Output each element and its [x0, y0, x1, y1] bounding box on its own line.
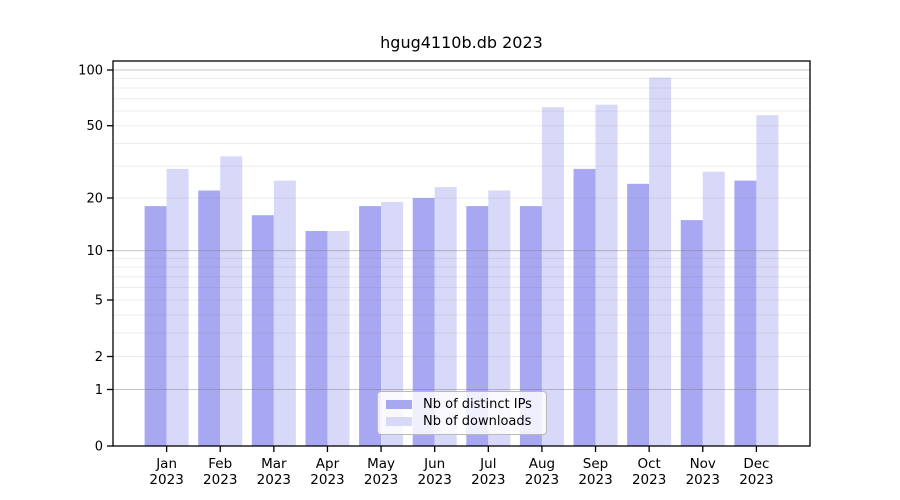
bars — [144, 77, 779, 447]
legend-item-distinct-ips: Nb of distinct IPs — [386, 398, 546, 411]
x-tick-label-month: Feb — [208, 456, 232, 472]
x-tick-label-month: Dec — [743, 456, 769, 472]
x-tick-label-year: 2023 — [471, 472, 505, 488]
bar — [220, 156, 243, 447]
legend-swatch-distinct-ips — [386, 400, 412, 409]
x-tick-label-month: Jan — [155, 456, 177, 472]
legend-label-distinct-ips: Nb of distinct IPs — [423, 397, 532, 412]
y-axis: 0 1 2 5 10 20 50 100 — [78, 64, 113, 455]
y-tick-label: 2 — [95, 350, 103, 365]
bar — [466, 206, 489, 446]
x-tick-label-month: May — [367, 456, 395, 472]
bar — [488, 190, 511, 446]
x-tick-label-year: 2023 — [310, 472, 344, 488]
x-tick-label-month: Sep — [583, 456, 608, 472]
bar — [144, 206, 167, 446]
bar — [251, 215, 274, 446]
y-tick-label: 1 — [95, 383, 103, 398]
bar — [595, 104, 618, 446]
x-tick-label-year: 2023 — [203, 472, 237, 488]
plot-border — [112, 60, 811, 447]
x-tick-label-year: 2023 — [578, 472, 612, 488]
x-tick-label-month: Jun — [423, 456, 445, 472]
x-tick-label-year: 2023 — [257, 472, 291, 488]
y-tick-label: 100 — [78, 64, 103, 79]
x-tick-label-month: Aug — [529, 456, 555, 472]
legend-item-downloads: Nb of downloads — [386, 415, 546, 428]
x-tick-label-year: 2023 — [739, 472, 773, 488]
bars-distinct-ips — [144, 168, 757, 447]
bar — [359, 206, 382, 446]
y-tick-label: 20 — [86, 192, 103, 207]
x-tick-label-month: Nov — [690, 456, 716, 472]
bar — [734, 180, 757, 446]
bar — [573, 168, 596, 446]
bar — [519, 206, 542, 446]
legend: Nb of distinct IPs Nb of downloads — [377, 391, 547, 435]
bar — [166, 168, 189, 446]
bar — [273, 180, 296, 446]
x-tick-label-month: Mar — [261, 456, 287, 472]
bar — [541, 107, 564, 446]
x-tick-label-year: 2023 — [686, 472, 720, 488]
x-tick-label-month: Apr — [316, 456, 340, 472]
bar — [649, 77, 672, 446]
bar — [756, 115, 779, 446]
legend-swatch-downloads — [386, 417, 412, 426]
legend-label-downloads: Nb of downloads — [423, 414, 532, 429]
bar — [305, 231, 328, 446]
x-tick-label-year: 2023 — [418, 472, 452, 488]
bar — [702, 171, 725, 446]
bar — [627, 183, 650, 447]
y-tick-label: 5 — [95, 294, 103, 309]
y-tick-label: 10 — [86, 244, 103, 259]
bar — [198, 190, 221, 446]
y-tick-label: 0 — [95, 440, 103, 455]
bar — [327, 231, 350, 446]
x-tick-label-year: 2023 — [149, 472, 183, 488]
x-tick-label-month: Jul — [479, 456, 496, 472]
bar — [680, 220, 703, 446]
x-tick-label-year: 2023 — [364, 472, 398, 488]
bar — [434, 187, 457, 446]
bar — [381, 201, 404, 446]
y-tick-label: 50 — [86, 119, 103, 134]
x-tick-label-year: 2023 — [632, 472, 666, 488]
x-tick-label-year: 2023 — [525, 472, 559, 488]
y-gridlines-major — [113, 69, 810, 390]
x-axis: Jan2023Feb2023Mar2023Apr2023May2023Jun20… — [149, 446, 774, 488]
y-gridlines-minor — [113, 78, 810, 357]
x-tick-label-month: Oct — [637, 456, 660, 472]
chart-title: hgug4110b.db 2023 — [380, 33, 543, 52]
bar — [412, 198, 435, 446]
bars-downloads — [166, 77, 779, 447]
